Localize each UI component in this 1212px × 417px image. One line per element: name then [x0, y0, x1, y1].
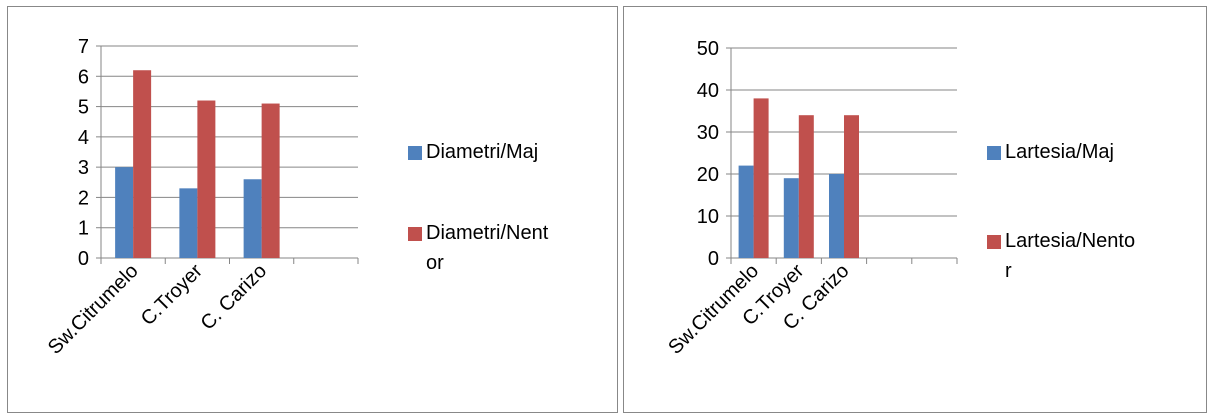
y-tick-label: 20: [697, 164, 719, 186]
y-tick-label: 3: [78, 157, 89, 179]
y-tick-label: 6: [78, 66, 89, 88]
legend-label: Diametri/Maj: [426, 141, 538, 163]
y-tick-label: 30: [697, 122, 719, 144]
category-label: C. Carizo: [197, 260, 272, 335]
y-tick-label: 40: [697, 80, 719, 102]
bar-maj: [829, 174, 844, 258]
bar-nentor: [844, 115, 859, 258]
legend-swatch: [408, 227, 422, 241]
y-tick-label: 7: [78, 36, 89, 58]
bar-nentor: [798, 115, 814, 258]
y-tick-label: 10: [697, 206, 719, 228]
y-tick-label: 2: [78, 187, 89, 209]
category-label: Sw.Citrumelo: [44, 260, 143, 359]
bar-nentor: [753, 98, 769, 259]
bar-maj: [243, 179, 262, 258]
y-tick-label: 5: [78, 97, 89, 119]
bar-maj: [783, 178, 799, 258]
legend-label: Lartesia/Maj: [1005, 141, 1114, 163]
bar-nentor: [197, 100, 216, 258]
bar-nentor: [133, 70, 152, 258]
legend-swatch: [987, 146, 1001, 160]
legend-swatch: [987, 235, 1001, 249]
left-chart-panel: 0 1 2 3 4 5 6 7 Sw.Citrumelo C.Troyer C. Carizo Dia…: [7, 6, 618, 413]
y-tick-label: 4: [78, 127, 89, 149]
legend-label: Diametri/Nent or: [426, 222, 549, 274]
bar-maj: [115, 167, 134, 258]
legend-label: Lartesia/Nento r: [1005, 230, 1135, 282]
y-tick-label: 1: [78, 218, 89, 240]
y-tick-label: 0: [708, 248, 719, 270]
right-chart-panel: 0 10 20 30 40 50 Sw.Citrumelo C.Troyer C. Carizo…: [623, 6, 1207, 413]
y-tick-label: 50: [697, 38, 719, 60]
y-tick-label: 0: [78, 248, 89, 270]
bar-maj: [179, 188, 198, 258]
legend-swatch: [408, 146, 422, 160]
bar-nentor: [261, 103, 280, 259]
bar-maj: [738, 165, 754, 258]
